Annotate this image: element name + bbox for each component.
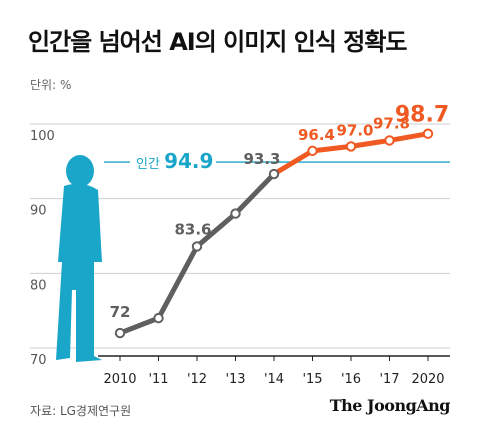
data-label: 72 bbox=[110, 303, 131, 321]
data-point bbox=[191, 241, 203, 252]
data-label: 83.6 bbox=[174, 220, 211, 238]
y-tick-label: 70 bbox=[30, 353, 47, 368]
human-reference-label: 인간 94.9 bbox=[136, 149, 213, 173]
data-label: 98.7 bbox=[395, 103, 449, 128]
x-tick-label: '11 bbox=[148, 372, 168, 387]
history-line bbox=[117, 171, 277, 336]
y-tick-label: 100 bbox=[30, 129, 55, 144]
data-point bbox=[153, 312, 164, 324]
human-label-background bbox=[130, 149, 216, 176]
x-tick-label: 2020 bbox=[411, 372, 444, 387]
data-point bbox=[114, 327, 126, 339]
data-point bbox=[230, 208, 241, 219]
y-tick-label: 80 bbox=[30, 278, 47, 293]
x-tick-label: '14 bbox=[264, 372, 284, 387]
source-note: 자료: LG경제연구원 bbox=[30, 404, 132, 418]
brand-logo: The JoongAng bbox=[329, 396, 451, 415]
x-tick-label: '16 bbox=[341, 372, 361, 387]
x-tick-label: 2010 bbox=[103, 372, 136, 387]
x-tick-label: '15 bbox=[302, 372, 322, 387]
data-point bbox=[422, 128, 434, 139]
data-label: 97.8 bbox=[373, 114, 410, 132]
data-point bbox=[384, 135, 395, 146]
data-point bbox=[307, 145, 318, 157]
x-tick-label: '12 bbox=[187, 372, 207, 387]
data-label: 97.0 bbox=[336, 121, 373, 139]
data-point bbox=[345, 141, 357, 152]
data-point bbox=[268, 168, 280, 180]
x-tick-label: '17 bbox=[379, 372, 399, 387]
y-tick-label: 90 bbox=[30, 204, 47, 219]
human-silhouette-icon bbox=[56, 155, 102, 362]
chart-title: 인간을 넘어선 AI의 이미지 인식 정확도 bbox=[28, 28, 407, 56]
unit-label: 단위: % bbox=[30, 78, 72, 92]
data-label: 96.4 bbox=[298, 126, 335, 144]
data-label: 93.3 bbox=[243, 150, 280, 168]
x-tick-label: '13 bbox=[225, 372, 245, 387]
